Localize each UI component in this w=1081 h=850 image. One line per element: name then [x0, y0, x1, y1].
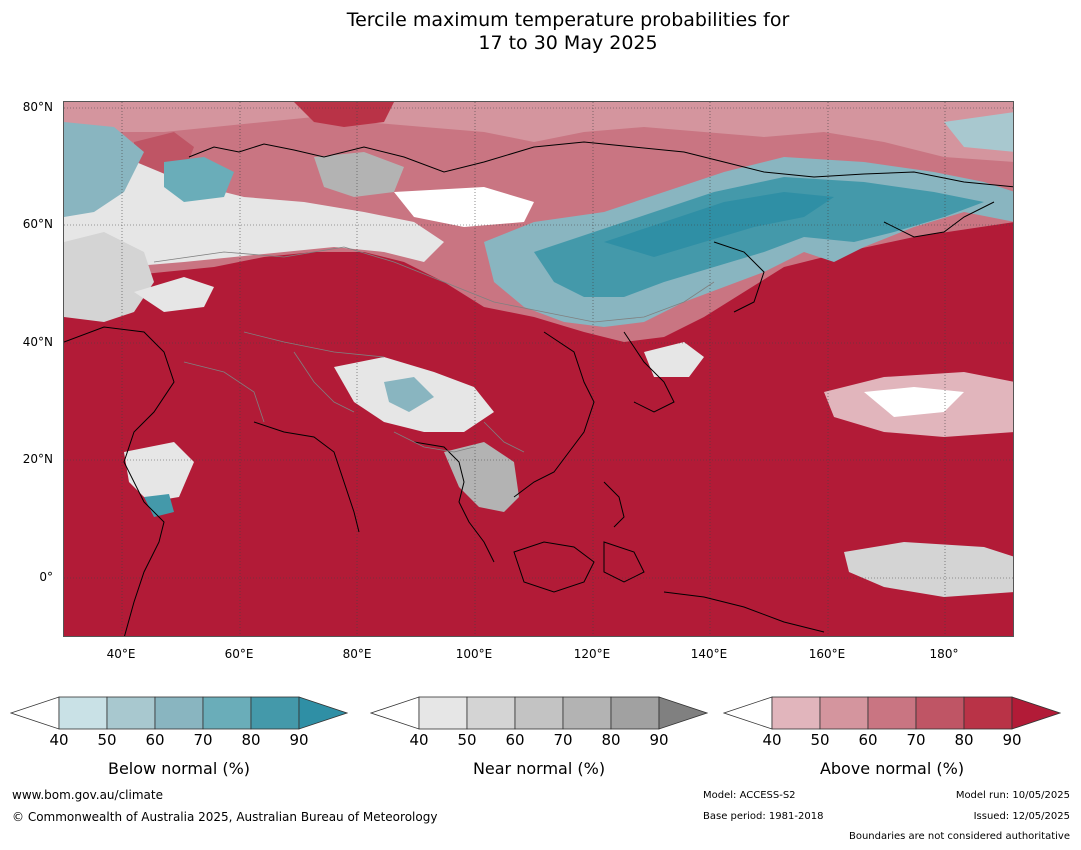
map-region-japan-near — [644, 342, 704, 377]
base-period-text: Base period: 1981-2018 — [703, 811, 824, 822]
colorbar-below-band-50 — [106, 696, 156, 730]
colorbar-near-normal-svg — [370, 696, 708, 730]
colorbar-near-band-40 — [418, 696, 468, 730]
lat-label-40n: 40°N — [22, 335, 53, 349]
map-region-indochina-near — [444, 442, 519, 512]
title-line-2: 17 to 30 May 2025 — [478, 32, 658, 54]
map-region-somalia-below — [144, 494, 174, 517]
tick-label: 40 — [49, 731, 69, 749]
colorbar-near-ticks: 40 50 60 70 80 90 — [370, 731, 708, 751]
colorbar-below-title: Below normal (%) — [107, 759, 251, 778]
map-region-yamal-near — [314, 152, 404, 197]
colorbar-below-band-60 — [154, 696, 204, 730]
map-region-urals-below — [164, 157, 234, 202]
map-region-arctic-red — [64, 102, 1013, 162]
tick-label: 70 — [906, 731, 926, 749]
colorbar-near-band-50 — [466, 696, 516, 730]
colorbar-above-band-70 — [915, 696, 965, 730]
tick-label: 90 — [1002, 731, 1022, 749]
colorbar-above-band-80 — [963, 696, 1013, 730]
colorbar-near-normal: 40 50 60 70 80 90 Near normal (%) — [370, 695, 708, 778]
lon-label-80e: 80°E — [342, 647, 372, 661]
issued-text: Issued: 12/05/2025 — [973, 811, 1070, 822]
colorbar-below-band-70 — [202, 696, 252, 730]
copyright-text: © Commonwealth of Australia 2025, Austra… — [12, 810, 438, 824]
website-link[interactable]: www.bom.gov.au/climate — [12, 788, 163, 802]
map-region-pacific-near-2 — [844, 542, 1013, 597]
colorbar-above-upper-extension — [1011, 696, 1061, 730]
title-line-1: Tercile maximum temperature probabilitie… — [346, 9, 790, 31]
colorbar-near-band-80 — [610, 696, 660, 730]
colorbar-below-ticks: 40 50 60 70 80 90 — [10, 731, 348, 751]
tick-label: 60 — [505, 731, 525, 749]
tick-label: 80 — [954, 731, 974, 749]
map-region-white-1 — [394, 187, 534, 227]
map-borders — [153, 246, 715, 453]
lon-label-160e: 160°E — [808, 647, 846, 661]
tick-label: 70 — [193, 731, 213, 749]
colorbar-near-lower-extension — [370, 696, 420, 730]
tick-label: 50 — [457, 731, 477, 749]
tick-label: 50 — [810, 731, 830, 749]
map-coastlines — [64, 141, 1013, 636]
tick-label: 90 — [649, 731, 669, 749]
map-region-europe-near — [64, 232, 154, 322]
model-run-text: Model run: 10/05/2025 — [955, 790, 1070, 801]
colorbar-above-band-40 — [771, 696, 821, 730]
map-region-arabia-near — [124, 442, 194, 502]
lon-label-140e: 140°E — [690, 647, 728, 661]
colorbar-above-band-60 — [867, 696, 917, 730]
colorbar-below-lower-extension — [10, 696, 60, 730]
lon-label-40e: 40°E — [106, 647, 136, 661]
map-region-tibet-below — [384, 377, 434, 412]
colorbar-above-lower-extension — [723, 696, 773, 730]
colorbar-below-upper-extension — [298, 696, 348, 730]
tick-label: 60 — [145, 731, 165, 749]
lat-label-80n: 80°N — [22, 100, 53, 114]
map-region-chukotka-below — [944, 112, 1013, 152]
map-svg — [64, 102, 1013, 636]
lon-label-100e: 100°E — [455, 647, 493, 661]
map-region-east-siberia-below-strong — [534, 177, 984, 297]
map-gridlines — [64, 102, 1013, 636]
colorbar-above-normal: 40 50 60 70 80 90 Above normal (%) — [723, 695, 1061, 778]
lat-label-0: 0° — [39, 570, 53, 584]
colorbar-near-band-70 — [562, 696, 612, 730]
tick-label: 90 — [289, 731, 309, 749]
map-region-west-siberia-near — [64, 157, 444, 272]
tick-label: 80 — [601, 731, 621, 749]
colorbar-below-normal: 40 50 60 70 80 90 Below normal (%) — [10, 695, 348, 778]
map-region-east-siberia-core — [604, 192, 834, 257]
lon-label-180: 180° — [929, 647, 959, 661]
map-region-black-sea-near — [134, 277, 214, 312]
model-text: Model: ACCESS-S2 — [703, 790, 796, 801]
colorbar-near-title: Near normal (%) — [472, 759, 606, 778]
tick-label: 50 — [97, 731, 117, 749]
colorbar-below-band-40 — [58, 696, 108, 730]
colorbar-above-band-50 — [819, 696, 869, 730]
tick-label: 40 — [409, 731, 429, 749]
lon-label-120e: 120°E — [573, 647, 611, 661]
colorbar-near-upper-extension — [658, 696, 708, 730]
disclaimer-text: Boundaries are not considered authoritat… — [848, 831, 1070, 842]
tick-label: 60 — [858, 731, 878, 749]
colorbar-above-title: Above normal (%) — [819, 759, 965, 778]
lat-label-60n: 60°N — [22, 217, 53, 231]
tick-label: 70 — [553, 731, 573, 749]
chart-title: Tercile maximum temperature probabilitie… — [0, 9, 1081, 55]
colorbar-below-band-80 — [250, 696, 300, 730]
tick-label: 80 — [241, 731, 261, 749]
map-region-pacific-white-1 — [864, 387, 964, 417]
colorbar-near-band-60 — [514, 696, 564, 730]
colorbar-above-normal-svg — [723, 696, 1061, 730]
tick-label: 40 — [762, 731, 782, 749]
probability-map — [63, 101, 1014, 637]
map-region-scandinavia-below — [64, 122, 144, 217]
lon-label-60e: 60°E — [224, 647, 254, 661]
colorbar-above-ticks: 40 50 60 70 80 90 — [723, 731, 1061, 751]
lat-label-20n: 20°N — [22, 452, 53, 466]
colorbar-below-normal-svg — [10, 696, 348, 730]
